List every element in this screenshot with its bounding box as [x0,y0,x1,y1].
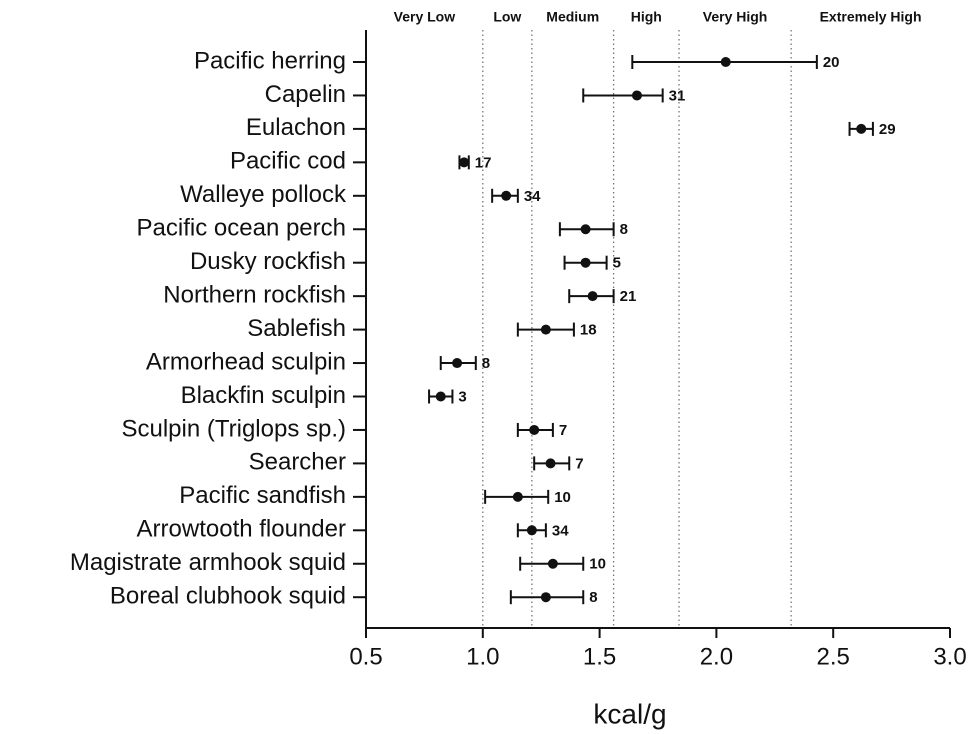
sample-size: 8 [589,589,597,606]
mean-dot [631,90,642,101]
band-label: Very Low [394,9,456,25]
category-label: Pacific sandfish [179,482,346,509]
x-tick-label: 3.0 [933,643,966,670]
sample-size: 31 [669,87,686,104]
sample-size: 3 [458,388,466,405]
sample-size: 7 [575,455,583,472]
category-label: Arrowtooth flounder [137,516,346,543]
mean-dot [580,224,591,235]
category-label: Blackfin sculpin [181,382,346,409]
sample-size: 18 [580,322,597,339]
mean-dot [545,458,556,469]
category-label: Magistrate armhook squid [70,549,346,576]
sample-size: 17 [475,154,492,171]
band-label: Very High [703,9,768,25]
mean-dot [526,525,537,536]
sample-size: 34 [524,188,541,205]
x-tick-label: 1.0 [466,643,499,670]
category-label: Boreal clubhook squid [110,583,346,610]
category-label: Dusky rockfish [190,248,346,275]
category-label: Northern rockfish [163,281,346,308]
category-label: Capelin [265,81,346,108]
sample-size: 21 [620,288,637,305]
category-label: Sablefish [247,315,346,342]
mean-dot [547,558,558,569]
x-tick-label: 2.5 [817,643,850,670]
category-label: Searcher [249,449,346,476]
x-axis-label: kcal/g [593,698,666,729]
mean-dot [540,324,551,335]
band-label: Medium [546,9,599,25]
category-label: Pacific cod [230,148,346,175]
sample-size: 10 [589,556,606,573]
mean-dot [435,391,446,402]
mean-dot [529,424,540,435]
category-label: Pacific herring [194,47,346,74]
category-label: Sculpin (Triglops sp.) [121,415,346,442]
x-tick-label: 1.5 [583,643,616,670]
mean-dot [512,491,523,502]
sample-size: 10 [554,489,571,506]
category-label: Armorhead sculpin [146,348,346,375]
mean-dot [587,291,598,302]
category-label: Walleye pollock [180,181,347,208]
sample-size: 29 [879,121,896,138]
sample-size: 8 [482,355,490,372]
x-tick-label: 2.0 [700,643,733,670]
sample-size: 7 [559,422,567,439]
mean-dot [720,57,731,67]
mean-dot [459,157,470,168]
mean-dot [452,358,463,369]
category-label: Pacific ocean perch [137,215,346,242]
sample-size: 8 [620,221,628,238]
mean-dot [856,123,867,134]
sample-size: 20 [823,54,840,71]
sample-size: 34 [552,522,569,539]
sample-size: 5 [613,255,621,272]
category-label: Eulachon [246,114,346,141]
mean-dot [540,592,551,603]
mean-dot [501,190,512,201]
mean-dot [580,257,591,268]
x-tick-label: 0.5 [349,643,382,670]
band-label: Low [493,9,521,25]
band-label: Extremely High [820,9,922,25]
band-label: High [631,9,662,25]
